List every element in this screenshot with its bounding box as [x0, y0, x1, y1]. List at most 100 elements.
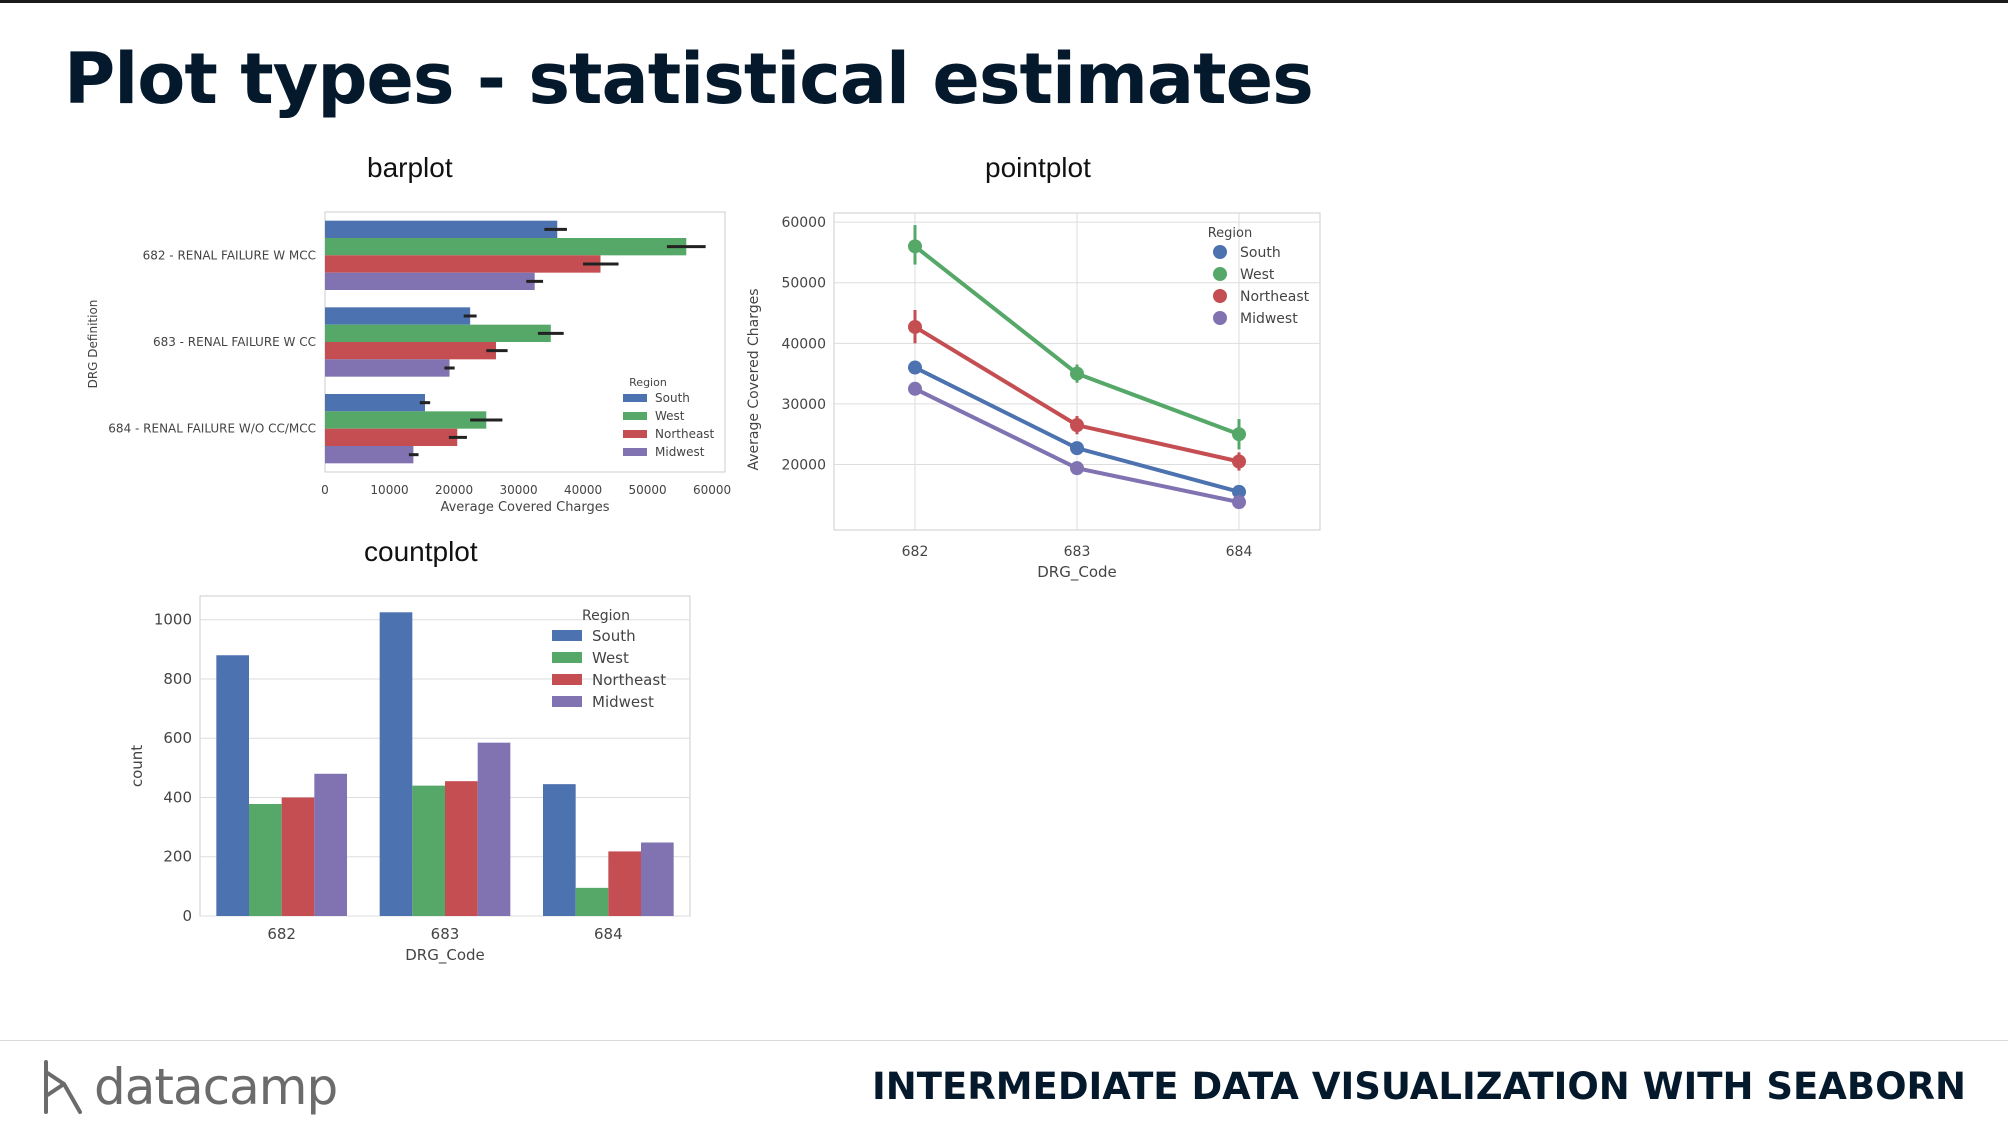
countplot-bar [314, 773, 347, 916]
barplot-xtick-label: 40000 [564, 483, 602, 497]
barplot-legend-label: Northeast [655, 427, 715, 441]
countplot-xtick-label: 683 [431, 925, 460, 943]
barplot-legend-swatch [623, 430, 647, 438]
pointplot-ylabel: Average Covered Charges [746, 288, 762, 470]
barplot-legend-label: West [655, 409, 685, 423]
barplot-legend-swatch [623, 412, 647, 420]
pointplot-legend-label: Midwest [1240, 311, 1298, 327]
pointplot-legend-marker [1213, 311, 1227, 325]
countplot-bar [249, 804, 282, 916]
pointplot-point [908, 360, 922, 375]
pointplot-point [1232, 495, 1246, 510]
countplot-ytick-label: 0 [182, 907, 192, 925]
footer-rule [0, 1040, 2008, 1041]
datacamp-logo: datacamp [40, 1058, 338, 1116]
pointplot-xtick-label: 682 [902, 544, 929, 560]
countplot-bar [575, 887, 609, 916]
pointplot-legend-label: West [1240, 267, 1275, 283]
barplot-bar [325, 220, 558, 238]
pointplot-legend-label: Northeast [1240, 289, 1310, 305]
barplot-xtick-label: 50000 [628, 483, 666, 497]
pointplot-legend-marker [1213, 289, 1227, 303]
barplot-bar [325, 324, 551, 342]
pointplot-point [908, 239, 922, 254]
countplot-legend-label: South [592, 627, 636, 645]
countplot-title: countplot [364, 536, 478, 567]
countplot-legend-swatch [552, 696, 582, 707]
pointplot-chart: 20000 30000 40000 50000 60000 682 683 684 DRG_Co… [746, 212, 1321, 582]
countplot-legend-label: Northeast [592, 671, 666, 689]
datacamp-brand: datacamp [94, 1058, 338, 1116]
barplot-xtick-label: 0 [321, 483, 329, 497]
pointplot-legend-title: Region [1208, 226, 1253, 241]
pointplot-ytick-label: 30000 [781, 397, 826, 413]
pointplot-ytick-label: 40000 [781, 336, 826, 352]
countplot-bar [543, 784, 576, 916]
barplot-title: barplot [367, 152, 453, 183]
pointplot-point [1070, 366, 1084, 381]
countplot-bar [608, 851, 641, 916]
barplot-bar [325, 272, 535, 290]
countplot-ytick-label: 400 [163, 788, 192, 806]
barplot-ylabel: DRG Definition [86, 300, 100, 389]
countplot-legend-swatch [552, 630, 582, 641]
pointplot-point [908, 319, 922, 334]
slide-title: Plot types - statistical estimates [64, 38, 1314, 120]
countplot-ytick-label: 1000 [154, 611, 192, 629]
countplot-ytick-label: 200 [163, 848, 192, 866]
barplot-bar [325, 238, 687, 256]
countplot-ylabel: count [128, 745, 146, 787]
barplot-legend-swatch [623, 448, 647, 456]
countplot-bar [281, 797, 315, 916]
barplot-bar [325, 255, 601, 273]
countplot-legend-title: Region [582, 608, 630, 624]
barplot-category-label: 683 - RENAL FAILURE W CC [153, 335, 316, 349]
countplot-xlabel: DRG_Code [405, 946, 485, 965]
barplot-bar [325, 342, 496, 360]
countplot-legend-swatch [552, 674, 582, 685]
datacamp-logo-icon [44, 1060, 82, 1114]
barplot-bar [325, 411, 487, 429]
pointplot-xlabel: DRG_Code [1037, 563, 1117, 582]
pointplot-point [1232, 454, 1246, 469]
barplot-legend-title: Region [629, 376, 667, 389]
pointplot-point [1232, 427, 1246, 442]
pointplot-ytick-label: 60000 [781, 215, 826, 231]
barplot-chart: 682 - RENAL FAILURE W MCC 683 - RENAL FAI… [86, 211, 731, 515]
barplot-xtick-label: 20000 [435, 483, 473, 497]
pointplot-xtick-label: 684 [1226, 544, 1253, 560]
pointplot-point [1232, 484, 1246, 499]
barplot-legend-label: South [655, 391, 690, 405]
pointplot-xtick-label: 683 [1064, 544, 1091, 560]
barplot-category-label: 682 - RENAL FAILURE W MCC [143, 248, 316, 262]
countplot-bar [641, 842, 674, 916]
countplot-bar [445, 781, 478, 916]
barplot-xtick-label: 60000 [693, 483, 731, 497]
top-rule [0, 0, 2008, 3]
countplot-legend-swatch [552, 652, 582, 663]
countplot-legend-label: Midwest [592, 693, 654, 711]
pointplot-legend-marker [1213, 267, 1227, 281]
countplot-xtick-label: 684 [594, 925, 623, 943]
countplot-ytick-label: 600 [163, 729, 192, 747]
countplot-bar [412, 785, 445, 916]
barplot-bar [325, 394, 425, 412]
pointplot-legend-marker [1213, 245, 1227, 259]
countplot-bar [477, 742, 511, 916]
barplot-xtick-label: 10000 [370, 483, 408, 497]
pointplot-title: pointplot [985, 152, 1091, 183]
pointplot-point [1070, 441, 1084, 456]
barplot-bar [325, 359, 450, 377]
pointplot-point [908, 381, 922, 396]
countplot-xtick-label: 682 [267, 925, 296, 943]
barplot-bar [325, 428, 458, 446]
barplot-legend-label: Midwest [655, 445, 705, 459]
pointplot-ytick-label: 50000 [781, 276, 826, 292]
countplot-legend-label: West [592, 649, 629, 667]
barplot-xtick-label: 30000 [499, 483, 537, 497]
countplot-chart: 0 200 400 600 800 1000 682 683 684 DRG_Code count R… [128, 595, 691, 965]
pointplot-point [1070, 461, 1084, 476]
pointplot-ytick-label: 20000 [781, 458, 826, 474]
barplot-bar [325, 307, 471, 325]
barplot-legend-swatch [623, 394, 647, 402]
